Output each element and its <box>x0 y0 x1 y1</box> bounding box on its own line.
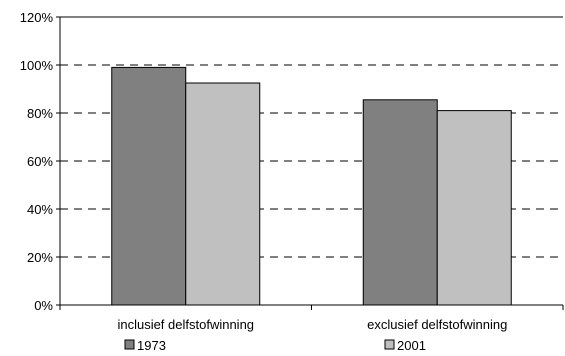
legend-swatch-1973 <box>124 339 135 350</box>
legend-label-1973: 1973 <box>137 338 166 353</box>
legend: 1973 2001 <box>124 338 426 353</box>
y-tick-label: 80% <box>27 106 53 121</box>
bars <box>111 66 512 306</box>
legend-swatch-2001 <box>384 339 395 350</box>
y-tick-label: 0% <box>34 298 53 313</box>
legend-label-2001: 2001 <box>397 338 426 353</box>
bar-1973-2 <box>362 99 438 306</box>
y-axis-ticks: 0% 20% 40% 60% 80% 100% 120% <box>20 10 60 313</box>
y-tick-label: 40% <box>27 202 53 217</box>
x-tick-label: exclusief delfstofwinning <box>367 317 507 332</box>
y-tick-label: 60% <box>27 154 53 169</box>
y-tick-label: 120% <box>20 10 54 25</box>
bar-1973-1 <box>111 66 187 306</box>
grid-lines <box>60 16 563 258</box>
x-axis-ticks: inclusief delfstofwinning exclusief delfs… <box>59 305 564 332</box>
bar-2001-2 <box>436 110 512 306</box>
y-tick-label: 100% <box>20 58 54 73</box>
bar-2001-1 <box>185 82 261 306</box>
x-tick-label: inclusief delfstofwinning <box>117 317 254 332</box>
y-tick-label: 20% <box>27 250 53 265</box>
